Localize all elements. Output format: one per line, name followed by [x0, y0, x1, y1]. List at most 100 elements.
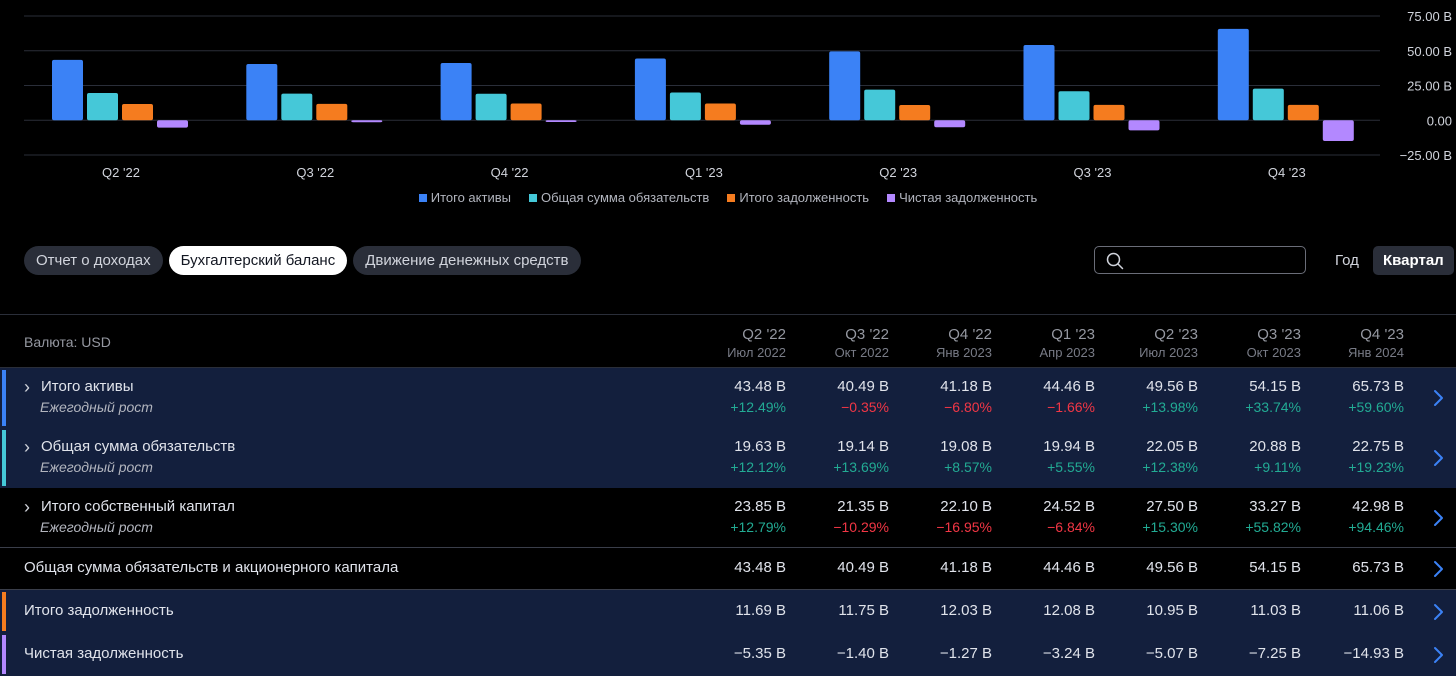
- y-tick-label: −25.00 B: [1400, 148, 1452, 163]
- chart-bar[interactable]: [475, 93, 507, 121]
- statement-tabs: Отчет о доходах Бухгалтерский баланс Дви…: [24, 246, 581, 275]
- chevron-right-icon[interactable]: [1432, 560, 1446, 578]
- column-header: Q2 '23 Июл 2023: [1100, 315, 1198, 360]
- chart-bar[interactable]: [281, 93, 313, 121]
- chart-bar[interactable]: [52, 59, 83, 121]
- chart-bar[interactable]: [1128, 120, 1160, 131]
- cell-growth: +12.49%: [730, 399, 786, 415]
- x-tick-label: Q3 '23: [1074, 165, 1112, 180]
- legend-item[interactable]: Чистая задолженность: [887, 190, 1037, 205]
- cell-value: 54.15 B: [1249, 559, 1301, 576]
- cell-growth: +19.23%: [1348, 459, 1404, 475]
- chevron-right-icon[interactable]: [1432, 603, 1446, 621]
- search-input[interactable]: [1131, 250, 1300, 272]
- cell-value: 43.48 B: [734, 559, 786, 576]
- chart-bar[interactable]: [1093, 104, 1125, 121]
- row-label: Итого собственный капитал: [41, 498, 235, 515]
- row-total-equity[interactable]: › Итого собственный капитал Ежегодный рост…: [0, 488, 1456, 547]
- legend-label: Итого активы: [430, 190, 511, 205]
- cell-value: 22.75 B: [1352, 438, 1404, 455]
- column-quarter: Q3 '22: [845, 326, 889, 343]
- chart-bar[interactable]: [510, 103, 542, 121]
- chart-bar[interactable]: [634, 58, 666, 121]
- divider: [0, 314, 1456, 315]
- chart-bar[interactable]: [739, 120, 771, 125]
- chart-bar[interactable]: [1287, 104, 1319, 121]
- chart-bar[interactable]: [1322, 120, 1354, 142]
- x-tick-label: Q4 '23: [1268, 165, 1306, 180]
- row-divider: [0, 547, 1456, 548]
- expand-chevron-icon[interactable]: ›: [24, 377, 30, 397]
- period-quarter-button[interactable]: Квартал: [1373, 246, 1454, 275]
- cell-growth: +59.60%: [1348, 399, 1404, 415]
- row-total-liabilities[interactable]: › Общая сумма обязательств Ежегодный рост 1…: [0, 428, 1456, 488]
- chart-bar[interactable]: [704, 103, 736, 121]
- chart-bar[interactable]: [157, 120, 188, 128]
- column-quarter: Q4 '23: [1360, 326, 1404, 343]
- legend-item[interactable]: Общая сумма обязательств: [528, 190, 709, 205]
- chevron-right-icon[interactable]: [1432, 389, 1446, 407]
- chart-bar[interactable]: [1217, 28, 1249, 121]
- row-total-liabilities-and-equity[interactable]: Общая сумма обязательств и акционерного …: [0, 548, 1456, 589]
- cell-value: 21.35 B: [837, 498, 889, 515]
- cell-growth: +12.79%: [730, 519, 786, 535]
- chart-bar[interactable]: [122, 104, 153, 121]
- chart-bar[interactable]: [1058, 91, 1090, 121]
- chevron-right-icon[interactable]: [1432, 646, 1446, 664]
- chart-bar[interactable]: [864, 89, 896, 121]
- cell-value: 12.08 B: [1043, 602, 1095, 619]
- chevron-right-icon[interactable]: [1432, 449, 1446, 467]
- legend-swatch: [418, 193, 427, 202]
- legend-item[interactable]: Итого задолженность: [727, 190, 869, 205]
- cell-growth: +55.82%: [1245, 519, 1301, 535]
- chart-bar[interactable]: [351, 120, 383, 123]
- cell-value: 40.49 B: [837, 378, 889, 395]
- cell-growth: +94.46%: [1348, 519, 1404, 535]
- row-net-debt[interactable]: Чистая задолженность −5.35 B −1.40 B −1.27 …: [0, 633, 1456, 676]
- row-total-debt[interactable]: Итого задолженность 11.69 B 11.75 B 12.03 B…: [0, 590, 1456, 633]
- column-date: Апр 2023: [1039, 345, 1095, 360]
- tab-income-statement[interactable]: Отчет о доходах: [24, 246, 163, 275]
- cell-growth: −10.29%: [833, 519, 889, 535]
- row-total-assets[interactable]: › Итого активы Ежегодный рост 43.48 B 40.49 …: [0, 368, 1456, 428]
- expand-chevron-icon[interactable]: ›: [24, 497, 30, 517]
- cell-growth: +8.57%: [944, 459, 992, 475]
- cell-value: 44.46 B: [1043, 378, 1095, 395]
- column-quarter: Q2 '23: [1154, 326, 1198, 343]
- cell-growth: +15.30%: [1142, 519, 1198, 535]
- row-sublabel: Ежегодный рост: [40, 519, 153, 535]
- row-label: Чистая задолженность: [24, 645, 184, 662]
- chart-bar[interactable]: [1252, 88, 1284, 121]
- period-year-button[interactable]: Год: [1335, 252, 1359, 269]
- cell-growth: −0.35%: [841, 399, 889, 415]
- cell-value: 22.10 B: [940, 498, 992, 515]
- chart-bar[interactable]: [316, 103, 348, 121]
- cell-growth: +33.74%: [1245, 399, 1301, 415]
- chart-bar[interactable]: [669, 92, 701, 121]
- chart-bar[interactable]: [246, 63, 278, 121]
- chart-bar[interactable]: [1023, 44, 1055, 121]
- chart-bar[interactable]: [829, 51, 861, 121]
- chevron-right-icon[interactable]: [1432, 509, 1446, 527]
- tab-balance-sheet[interactable]: Бухгалтерский баланс: [168, 246, 348, 275]
- tab-cash-flow[interactable]: Движение денежных средств: [353, 246, 581, 275]
- chart-bar[interactable]: [899, 105, 931, 121]
- cell-value: 54.15 B: [1249, 378, 1301, 395]
- y-tick-label: 50.00 B: [1407, 44, 1452, 59]
- cell-value: 49.56 B: [1146, 559, 1198, 576]
- row-color-indicator: [2, 430, 6, 486]
- cell-growth: +12.38%: [1142, 459, 1198, 475]
- column-date: Янв 2024: [1347, 345, 1404, 360]
- chart-bar[interactable]: [934, 120, 966, 128]
- legend-item[interactable]: Итого активы: [418, 190, 511, 205]
- currency-label: Валюта: USD: [24, 334, 111, 350]
- expand-chevron-icon[interactable]: ›: [24, 437, 30, 457]
- cell-value: 27.50 B: [1146, 498, 1198, 515]
- cell-value: −3.24 B: [1042, 645, 1095, 662]
- chart-bar[interactable]: [440, 63, 472, 121]
- search-box[interactable]: [1094, 246, 1306, 274]
- chart-bar[interactable]: [87, 92, 118, 121]
- legend-label: Чистая задолженность: [899, 190, 1038, 205]
- chart-bar[interactable]: [545, 120, 577, 123]
- cell-value: 41.18 B: [940, 559, 992, 576]
